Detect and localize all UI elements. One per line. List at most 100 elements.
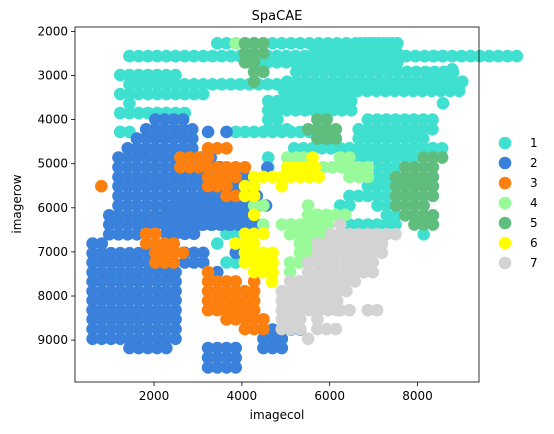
spot-cluster-7	[357, 265, 370, 279]
spot-cluster-1	[296, 84, 309, 98]
plot-frame	[74, 26, 480, 383]
spot-cluster-2	[139, 218, 153, 231]
spot-cluster-3	[158, 256, 171, 269]
spot-cluster-1	[391, 65, 405, 79]
spot-cluster-7	[357, 256, 370, 269]
spot-cluster-2	[121, 227, 134, 241]
spot-cluster-2	[169, 265, 182, 279]
spot-cluster-3	[238, 313, 252, 326]
spot-cluster-2	[160, 303, 173, 317]
chart-title: SpaCAE	[252, 9, 303, 24]
spot-cluster-7	[275, 284, 289, 298]
spot-cluster-2	[123, 256, 136, 269]
spot-cluster-7	[343, 303, 356, 317]
spot-cluster-7	[347, 237, 361, 250]
spot-cluster-1	[344, 55, 358, 69]
spot-cluster-7	[339, 275, 352, 288]
spot-cluster-1	[290, 65, 303, 79]
spot-cluster-2	[229, 361, 243, 374]
spot-cluster-6	[266, 256, 279, 269]
spot-cluster-1	[298, 104, 312, 117]
spot-cluster-3	[192, 160, 206, 174]
spot-cluster-2	[123, 313, 136, 326]
spot-cluster-2	[112, 189, 125, 203]
cluster-6-spots	[229, 151, 326, 289]
spot-cluster-4	[257, 218, 270, 231]
spot-cluster-1	[343, 141, 356, 155]
spot-cluster-4	[293, 246, 307, 260]
spot-cluster-1	[323, 84, 337, 98]
spot-cluster-2	[160, 265, 173, 279]
spot-cluster-2	[86, 313, 99, 326]
spot-cluster-1	[380, 170, 394, 184]
spot-cluster-2	[204, 189, 217, 203]
spot-cluster-6	[299, 160, 312, 174]
spot-cluster-2	[141, 294, 155, 307]
spot-cluster-7	[329, 265, 343, 279]
spot-cluster-7	[301, 332, 315, 346]
spot-cluster-4	[311, 208, 324, 222]
spot-cluster-5	[426, 209, 440, 222]
spot-cluster-1	[326, 94, 340, 108]
spot-cluster-5	[257, 65, 270, 79]
spot-cluster-1	[344, 104, 358, 117]
y-tick-label: 4000	[37, 113, 68, 127]
spot-cluster-1	[141, 49, 155, 63]
spot-cluster-1	[455, 49, 468, 63]
spot-cluster-2	[95, 313, 109, 326]
spot-cluster-3	[176, 246, 190, 260]
spot-cluster-3	[220, 275, 233, 288]
spot-cluster-1	[352, 151, 365, 164]
spot-cluster-1	[141, 68, 155, 82]
spot-cluster-2	[130, 132, 144, 145]
spot-cluster-2	[185, 123, 199, 136]
spot-cluster-2	[102, 227, 116, 241]
cluster-3-spots	[95, 141, 270, 336]
spot-cluster-1	[266, 37, 279, 50]
spot-cluster-1	[326, 65, 340, 79]
spot-cluster-1	[113, 87, 127, 101]
spot-cluster-5	[398, 209, 412, 222]
spot-cluster-3	[238, 284, 252, 298]
spot-cluster-2	[210, 341, 224, 355]
spot-cluster-6	[247, 246, 261, 260]
legend-label-3: 3	[530, 176, 538, 190]
spot-cluster-3	[238, 294, 252, 308]
spot-cluster-6	[284, 170, 298, 184]
x-axis-label: imagecol	[250, 408, 305, 422]
x-tick-label: 8000	[402, 389, 433, 403]
spot-cluster-1	[315, 141, 329, 155]
spot-cluster-1	[352, 141, 365, 155]
spot-cluster-4	[352, 170, 365, 184]
spot-cluster-5	[247, 65, 261, 79]
spot-cluster-2	[149, 179, 162, 193]
spot-cluster-7	[284, 313, 298, 326]
spot-cluster-5	[417, 199, 430, 212]
spot-cluster-6	[229, 237, 243, 250]
spot-cluster-3	[247, 322, 261, 336]
spot-cluster-1	[409, 65, 423, 79]
spot-cluster-1	[220, 37, 233, 50]
spot-cluster-6	[290, 160, 303, 174]
spot-cluster-2	[220, 351, 233, 365]
spot-cluster-7	[338, 237, 352, 250]
spot-cluster-1	[303, 37, 316, 50]
spot-cluster-5	[417, 160, 430, 174]
spot-cluster-3	[149, 246, 162, 260]
spot-cluster-4	[293, 227, 306, 241]
spot-cluster-3	[257, 313, 270, 326]
spot-cluster-1	[408, 151, 421, 164]
spot-cluster-1	[389, 160, 403, 174]
spot-cluster-1	[379, 84, 392, 98]
spot-cluster-2	[149, 113, 162, 126]
spot-cluster-1	[335, 94, 349, 108]
spot-cluster-1	[316, 55, 330, 69]
spot-cluster-7	[302, 275, 315, 288]
spot-cluster-1	[370, 179, 384, 193]
spot-cluster-2	[123, 284, 136, 298]
spot-cluster-1	[417, 227, 430, 241]
spot-cluster-2	[121, 151, 134, 164]
spot-cluster-5	[398, 160, 412, 174]
spot-cluster-7	[348, 275, 362, 288]
spot-cluster-1	[284, 37, 298, 50]
